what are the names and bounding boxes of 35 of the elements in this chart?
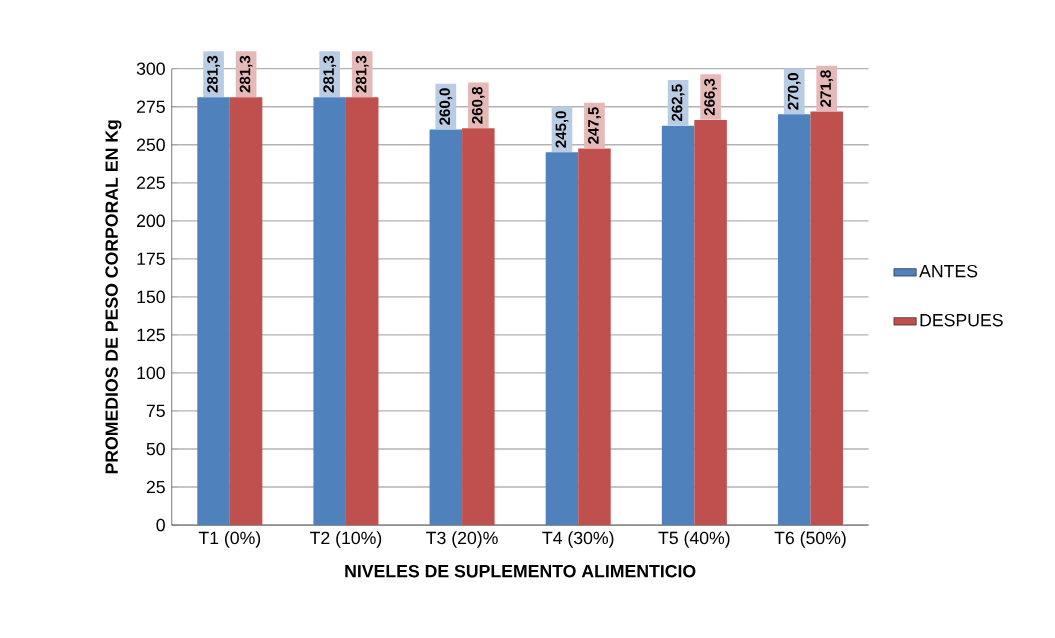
y-tick-label: 25 [146,480,165,494]
data-label: 271,8 [820,70,834,107]
data-label: 281,3 [207,55,220,93]
data-label: 281,3 [239,55,253,93]
data-label: 281,3 [323,55,337,93]
x-tick-label: T4 (30%) [542,531,614,548]
y-tick-label: 50 [146,442,165,456]
y-tick-label: 125 [137,328,165,342]
y-tick-label: 100 [137,366,165,380]
y-axis-title: PROMEDIOS DE PESO CORPORAL EN Kg [105,120,122,474]
y-tick-label: 225 [137,176,165,190]
data-label: 262,5 [671,84,685,122]
x-tick-label: T3 (20)% [426,531,498,548]
data-label: 260,0 [439,88,453,125]
x-tick-label: T6 (50%) [774,531,846,548]
y-tick-label: 200 [137,214,165,228]
y-tick-label: 175 [137,252,165,266]
y-tick-label: 75 [146,404,165,418]
x-axis-title: NIVELES DE SUPLEMENTO ALIMENTICIO [345,564,696,578]
x-tick-label: T2 (10%) [310,531,382,548]
data-label: 245,0 [555,111,569,148]
y-tick-label: 150 [137,290,165,304]
legend-label: ANTES [919,264,978,278]
data-label: 270,0 [787,73,801,110]
data-label: 260,8 [471,87,485,124]
y-tick-label: 300 [136,62,165,75]
y-tick-label: 275 [137,100,165,114]
x-tick-label: T1 (0%) [198,531,261,548]
legend-label: DESPUES [920,313,1003,327]
y-tick-label: 250 [137,138,165,152]
y-tick-label: 0 [156,518,165,532]
data-label: 281,3 [355,55,369,93]
data-label: 247,5 [588,107,601,144]
data-label: 266,3 [704,78,718,116]
x-tick-label: T5 (40%) [658,531,730,548]
